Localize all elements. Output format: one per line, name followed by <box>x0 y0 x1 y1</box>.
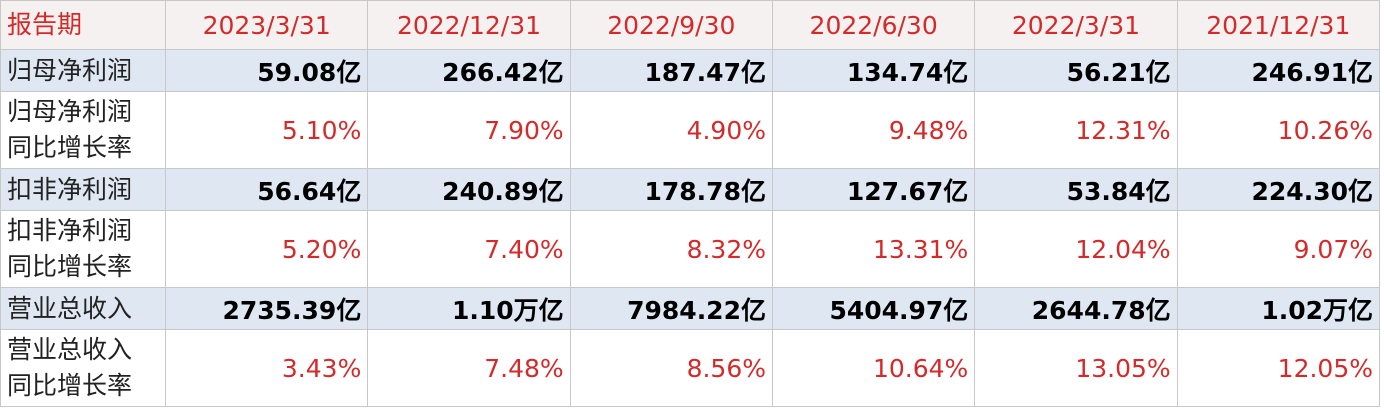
cell-value: 134.74亿 <box>771 49 976 92</box>
cell-value: 8.32% <box>569 210 773 288</box>
cell-value: 9.48% <box>771 91 976 169</box>
row-label: 归母净利润同比增长率 <box>0 91 166 169</box>
row-label-line: 同比增长率 <box>7 252 133 281</box>
row-label: 营业总收入同比增长率 <box>0 329 166 407</box>
cell-value: 9.07% <box>1176 210 1381 288</box>
row-label-line: 归母净利润 <box>7 55 133 85</box>
table-row: 营业总收入 同比增长率 3.43% 7.48% 8.56% 10.64% 13.05% 12.… <box>0 329 1381 407</box>
row-label: 扣非净利润 <box>0 168 166 211</box>
cell-value: 1.02万亿 <box>1176 287 1381 330</box>
cell-value: 7.40% <box>367 210 571 288</box>
cell-value: 2644.78亿 <box>974 287 1178 330</box>
row-label-line: 扣非净利润 <box>7 174 133 204</box>
row-label-line: 营业总收入 <box>7 293 133 323</box>
cell-value: 7984.22亿 <box>569 287 773 330</box>
row-label: 归母净利润 <box>0 49 166 92</box>
period-header: 2022/3/31 <box>974 0 1178 50</box>
cell-value: 4.90% <box>569 91 773 169</box>
cell-value: 59.08亿 <box>164 49 369 92</box>
period-header: 2022/9/30 <box>569 0 773 50</box>
table-row: 扣非净利润 同比增长率 5.20% 7.40% 8.32% 13.31% 12.04% 9.0… <box>0 210 1381 288</box>
row-label-line: 扣非净利润 <box>7 216 133 245</box>
cell-value: 8.56% <box>569 329 773 407</box>
cell-value: 5.10% <box>164 91 369 169</box>
cell-value: 127.67亿 <box>771 168 976 211</box>
cell-value: 3.43% <box>164 329 369 407</box>
period-header: 2021/12/31 <box>1176 0 1381 50</box>
cell-value: 56.21亿 <box>974 49 1178 92</box>
cell-value: 178.78亿 <box>569 168 773 211</box>
cell-value: 12.05% <box>1176 329 1381 407</box>
cell-value: 266.42亿 <box>367 49 571 92</box>
cell-value: 1.10万亿 <box>367 287 571 330</box>
cell-value: 12.04% <box>974 210 1178 288</box>
cell-value: 13.31% <box>771 210 976 288</box>
cell-value: 56.64亿 <box>164 168 369 211</box>
cell-value: 12.31% <box>974 91 1178 169</box>
cell-value: 13.05% <box>974 329 1178 407</box>
period-header: 2023/3/31 <box>164 0 369 50</box>
table-row: 归母净利润 同比增长率 5.10% 7.90% 4.90% 9.48% 12.31% 10.2… <box>0 91 1381 169</box>
row-label-line: 同比增长率 <box>7 133 133 162</box>
cell-value: 7.90% <box>367 91 571 169</box>
table-row: 扣非净利润 56.64亿 240.89亿 178.78亿 127.67亿 53.84亿 22… <box>0 168 1381 211</box>
table-row: 营业总收入 2735.39亿 1.10万亿 7984.22亿 5404.97亿 2644.… <box>0 287 1381 330</box>
row-label-line: 营业总收入 <box>7 335 133 364</box>
period-header: 2022/6/30 <box>771 0 976 50</box>
cell-value: 240.89亿 <box>367 168 571 211</box>
cell-value: 187.47亿 <box>569 49 773 92</box>
table-row: 归母净利润 59.08亿 266.42亿 187.47亿 134.74亿 56.21亿 24… <box>0 49 1381 92</box>
header-label: 报告期 <box>0 0 166 50</box>
row-label-line: 同比增长率 <box>7 371 133 400</box>
cell-value: 5.20% <box>164 210 369 288</box>
period-header: 2022/12/31 <box>367 0 571 50</box>
cell-value: 7.48% <box>367 329 571 407</box>
header-row: 报告期 2023/3/31 2022/12/31 2022/9/30 2022/6/30… <box>0 0 1381 50</box>
cell-value: 224.30亿 <box>1176 168 1381 211</box>
cell-value: 10.26% <box>1176 91 1381 169</box>
data-table: 报告期 2023/3/31 2022/12/31 2022/9/30 2022/6/30… <box>0 0 1381 407</box>
cell-value: 10.64% <box>771 329 976 407</box>
cell-value: 53.84亿 <box>974 168 1178 211</box>
cell-value: 2735.39亿 <box>164 287 369 330</box>
row-label: 扣非净利润同比增长率 <box>0 210 166 288</box>
cell-value: 246.91亿 <box>1176 49 1381 92</box>
row-label-line: 归母净利润 <box>7 97 133 126</box>
cell-value: 5404.97亿 <box>771 287 976 330</box>
row-label: 营业总收入 <box>0 287 166 330</box>
